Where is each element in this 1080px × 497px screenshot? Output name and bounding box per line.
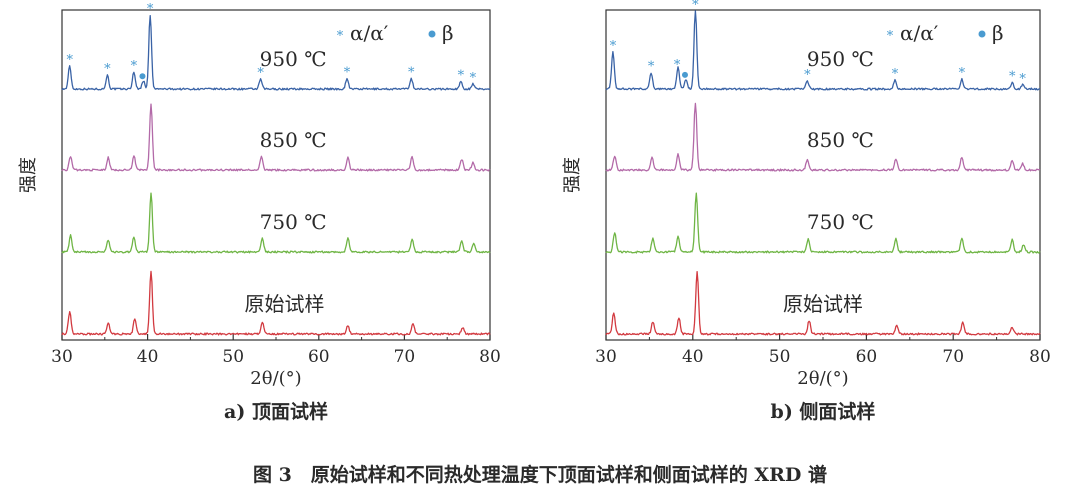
alpha-marker: * (458, 69, 465, 84)
series-label: 950 ℃ (260, 47, 327, 71)
series-label: 950 ℃ (807, 47, 874, 71)
beta-marker (139, 73, 146, 80)
x-tick-label: 50 (222, 347, 244, 367)
legend-beta-label: β (442, 21, 454, 45)
panel-b: 30 40 50 60 70 80 2θ/(°) 强度 b) 侧面试样 950 ℃ 850 ℃ 750… (562, 0, 1051, 423)
x-tick-label: 50 (769, 347, 791, 367)
series-line (61, 270, 491, 336)
alpha-marker: * (344, 65, 351, 80)
legend-alpha-label: α/α′ (350, 21, 389, 45)
series-line (605, 102, 1041, 172)
x-tick-label: 40 (682, 347, 704, 367)
x-tick-label: 80 (479, 347, 501, 367)
x-tick-label: 60 (308, 347, 330, 367)
series-label: 原始试样 (783, 292, 863, 316)
x-tick-label: 80 (1029, 347, 1051, 367)
alpha-marker: * (804, 68, 811, 83)
alpha-marker: * (470, 71, 477, 86)
alpha-marker: * (692, 0, 699, 13)
legend-beta-label: β (992, 21, 1004, 45)
series-line (605, 270, 1041, 336)
alpha-marker: * (1009, 69, 1016, 84)
x-tick-label: 40 (137, 347, 159, 367)
alpha-marker: * (610, 39, 617, 54)
panel-label: a) 顶面试样 (224, 400, 328, 423)
series-line (605, 10, 1040, 91)
series-label: 850 ℃ (807, 128, 874, 152)
series-line (61, 103, 491, 172)
panel-label: b) 侧面试样 (771, 400, 876, 423)
alpha-marker: * (257, 66, 264, 81)
series-line (605, 192, 1041, 254)
legend-alpha-symbol: * (887, 29, 894, 44)
panel-a: 30 40 50 60 70 80 2θ/(°) 强度 a) 顶面试样 950 ℃ 850 ℃ 750… (18, 2, 501, 423)
alpha-marker: * (104, 62, 111, 77)
series-label: 750 ℃ (807, 210, 874, 234)
alpha-marker: * (66, 53, 73, 68)
legend-alpha-label: α/α′ (900, 21, 939, 45)
series-line (61, 14, 491, 91)
x-tick-label: 70 (942, 347, 964, 367)
alpha-marker: * (408, 65, 415, 80)
figure-caption: 图 3 原始试样和不同热处理温度下顶面试样和侧面试样的 XRD 谱 (253, 463, 827, 486)
legend-beta-symbol (978, 30, 986, 38)
alpha-marker: * (892, 67, 899, 82)
series-label: 750 ℃ (260, 210, 327, 234)
x-tick-label: 70 (394, 347, 416, 367)
y-axis-title: 强度 (18, 157, 39, 193)
alpha-marker: * (147, 2, 154, 17)
x-axis-title: 2θ/(°) (250, 368, 301, 389)
alpha-marker: * (959, 66, 966, 81)
legend-beta-symbol (428, 30, 436, 38)
x-tick-label: 30 (595, 347, 617, 367)
series-line (61, 192, 491, 254)
x-tick-label: 30 (51, 347, 73, 367)
legend-alpha-symbol: * (337, 29, 344, 44)
series-label: 850 ℃ (260, 128, 327, 152)
alpha-marker: * (131, 59, 138, 74)
x-tick-label: 60 (856, 347, 878, 367)
alpha-marker: * (674, 58, 681, 73)
y-axis-title: 强度 (562, 157, 583, 193)
alpha-marker: * (648, 60, 655, 75)
x-axis-title: 2θ/(°) (797, 368, 848, 389)
beta-marker (681, 71, 688, 78)
alpha-marker: * (1019, 72, 1026, 87)
series-label: 原始试样 (245, 292, 325, 316)
